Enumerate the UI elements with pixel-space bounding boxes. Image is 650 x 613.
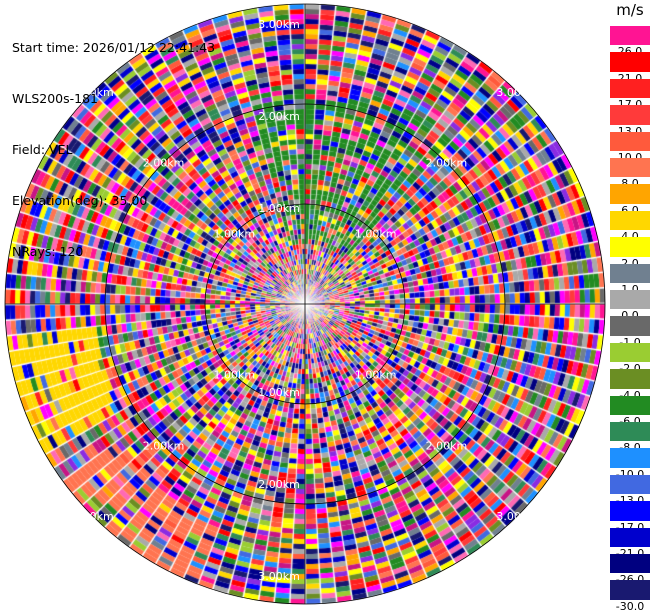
range-ring-label: 2.00km <box>426 157 468 170</box>
scan-info: Start time: 2026/01/12 22:41:43 WLS200s-… <box>12 5 215 277</box>
range-ring-overlay: 1.00km 1.00km1.00km1.00km1.00km1.00km2.00… <box>4 3 606 605</box>
range-ring-label: 3.00km <box>72 510 114 523</box>
range-ring-label: 3.00km <box>258 18 300 31</box>
elevation-label: Elevation(deg): 35.00 <box>12 193 148 208</box>
range-ring-label: 3.00km <box>496 86 538 99</box>
range-ring-label: 2.00km <box>258 478 300 491</box>
range-ring-label: 2.00km <box>143 157 185 170</box>
colorbar: m/s 26.021.017.013.010.08.06.04.02.01.00… <box>610 0 650 613</box>
range-ring-label: 2.00km <box>426 439 468 452</box>
nrays-label: NRays: 120 <box>12 244 84 259</box>
colorbar-tick-label: -30.0 <box>610 599 650 613</box>
range-ring-label: 3.00km <box>258 570 300 583</box>
range-ring-label: 1.00km <box>214 369 256 382</box>
start-time-label: Start time: 2026/01/12 22:41:43 <box>12 40 216 55</box>
ppi-plot: 1.00km 1.00km 1.00km 1.00km 1.00km 1.00km 2.00… <box>0 0 610 610</box>
range-ring-label: 3.00km <box>496 510 538 523</box>
range-ring-label: 1.00km <box>258 386 300 399</box>
field-label: Field: VEL <box>12 142 73 157</box>
range-ring-label: 3.00km <box>72 86 114 99</box>
station-label: WLS200s-181 <box>12 91 98 106</box>
range-ring-label: 1.00km <box>355 369 397 382</box>
range-ring-label: 1.00km <box>258 202 300 215</box>
range-ring-label: 2.00km <box>143 439 185 452</box>
range-ring-label: 2.00km <box>258 110 300 123</box>
colorbar-unit: m/s <box>616 1 644 19</box>
range-ring-label: 1.00km <box>214 227 256 240</box>
range-ring-label: 1.00km <box>355 227 397 240</box>
